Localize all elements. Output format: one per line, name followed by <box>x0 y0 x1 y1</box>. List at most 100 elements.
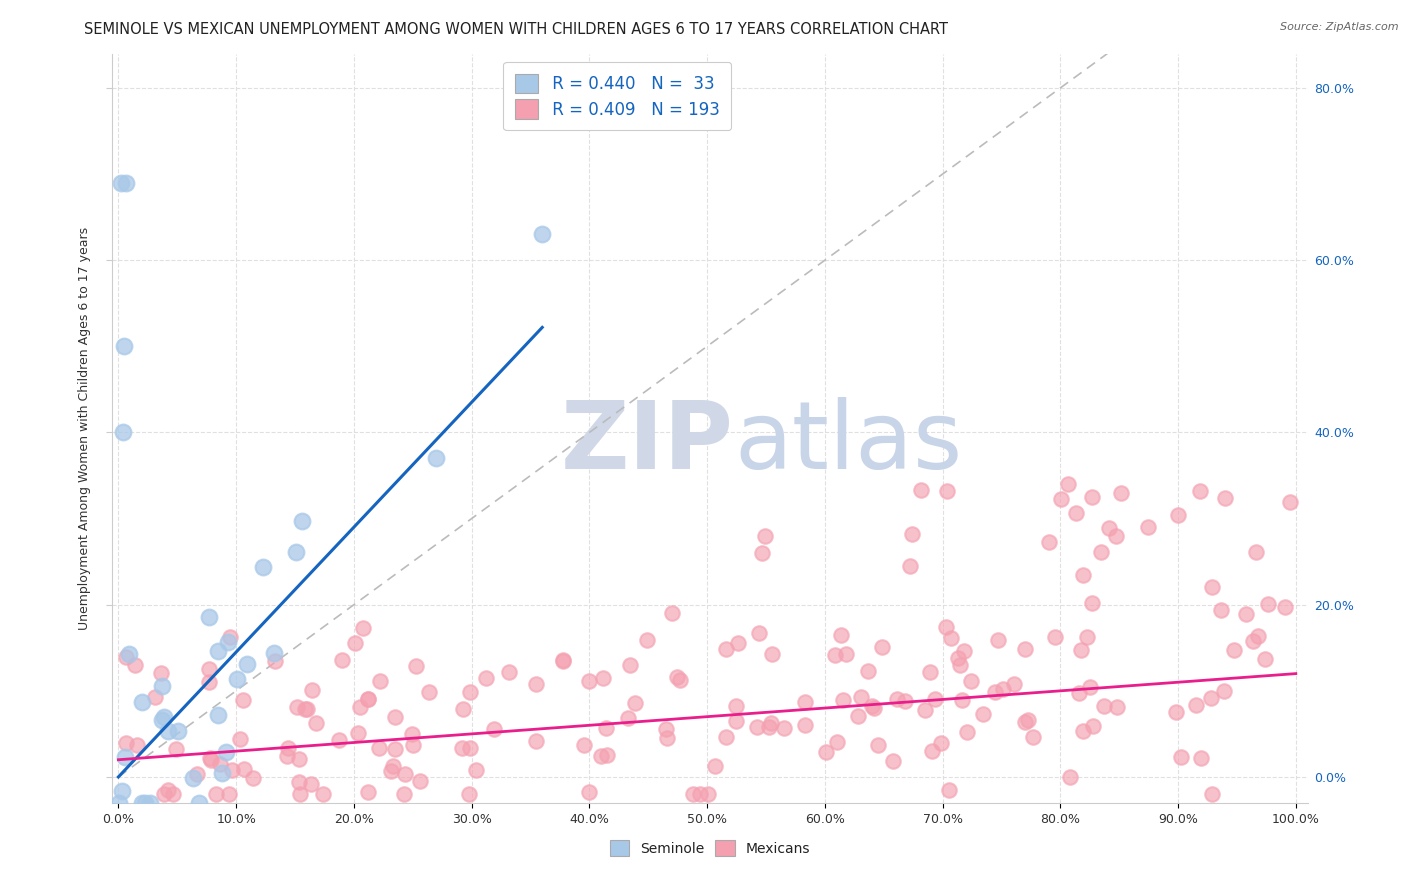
Point <box>946 650 969 665</box>
Point <box>111 425 134 440</box>
Point <box>225 672 247 686</box>
Point <box>1234 607 1257 622</box>
Point <box>655 722 678 736</box>
Point <box>727 635 749 649</box>
Point <box>595 721 617 735</box>
Point <box>457 787 479 801</box>
Point <box>402 738 425 752</box>
Point <box>901 527 924 541</box>
Point <box>349 699 371 714</box>
Point <box>761 647 783 661</box>
Point <box>960 673 983 688</box>
Point <box>1189 751 1212 765</box>
Point <box>910 483 932 497</box>
Point <box>287 775 309 789</box>
Point <box>1199 690 1222 705</box>
Point <box>1137 519 1160 533</box>
Point <box>150 713 173 727</box>
Point <box>188 796 211 810</box>
Point <box>1050 491 1073 506</box>
Point <box>1201 787 1223 801</box>
Point <box>748 625 770 640</box>
Point <box>617 711 640 725</box>
Point <box>352 621 374 635</box>
Point <box>209 756 232 771</box>
Point <box>290 787 312 801</box>
Point <box>458 684 481 698</box>
Point <box>759 715 782 730</box>
Point <box>368 673 391 688</box>
Point <box>285 700 308 714</box>
Point <box>814 745 837 759</box>
Point <box>835 647 858 661</box>
Point <box>294 701 316 715</box>
Point <box>689 787 711 801</box>
Point <box>1105 529 1128 543</box>
Point <box>1094 698 1116 713</box>
Point <box>572 739 595 753</box>
Point <box>551 655 574 669</box>
Point <box>849 690 872 704</box>
Point <box>198 610 221 624</box>
Point <box>894 694 917 708</box>
Point <box>392 787 415 801</box>
Point <box>1069 685 1091 699</box>
Point <box>824 648 846 662</box>
Point <box>935 620 957 634</box>
Point <box>312 787 335 801</box>
Point <box>1045 630 1067 644</box>
Point <box>1071 568 1094 582</box>
Point <box>856 665 879 679</box>
Point <box>619 657 641 672</box>
Point <box>134 796 156 810</box>
Point <box>115 650 138 665</box>
Point <box>264 654 287 668</box>
Point <box>924 691 946 706</box>
Point <box>277 740 299 755</box>
Point <box>198 674 221 689</box>
Point <box>657 731 679 745</box>
Point <box>139 796 162 810</box>
Point <box>236 657 259 671</box>
Point <box>381 759 404 773</box>
Point <box>295 702 318 716</box>
Point <box>531 227 554 242</box>
Point <box>356 691 378 706</box>
Point <box>384 742 406 756</box>
Point <box>953 644 976 658</box>
Point <box>591 748 613 763</box>
Point <box>1021 730 1043 744</box>
Point <box>1070 642 1092 657</box>
Point <box>482 722 505 736</box>
Point <box>451 740 474 755</box>
Point <box>380 764 402 778</box>
Text: Source: ZipAtlas.com: Source: ZipAtlas.com <box>1281 22 1399 32</box>
Point <box>498 665 520 679</box>
Point <box>285 544 308 558</box>
Point <box>931 736 953 750</box>
Point <box>696 787 718 801</box>
Point <box>263 646 285 660</box>
Point <box>724 714 747 728</box>
Text: SEMINOLE VS MEXICAN UNEMPLOYMENT AMONG WOMEN WITH CHILDREN AGES 6 TO 17 YEARS CO: SEMINOLE VS MEXICAN UNEMPLOYMENT AMONG W… <box>84 22 949 37</box>
Point <box>751 546 773 560</box>
Point <box>1078 680 1101 694</box>
Point <box>886 691 908 706</box>
Point <box>290 514 312 528</box>
Point <box>596 747 619 762</box>
Point <box>882 754 904 768</box>
Point <box>827 735 849 749</box>
Point <box>409 773 432 788</box>
Text: ZIP: ZIP <box>561 397 734 489</box>
Point <box>458 741 481 756</box>
Point <box>1038 535 1060 549</box>
Point <box>1167 508 1189 523</box>
Point <box>704 759 727 773</box>
Point <box>1002 677 1025 691</box>
Point <box>1274 599 1296 614</box>
Point <box>939 631 962 645</box>
Point <box>991 682 1014 697</box>
Point <box>1213 491 1236 505</box>
Point <box>197 662 219 676</box>
Point <box>475 672 498 686</box>
